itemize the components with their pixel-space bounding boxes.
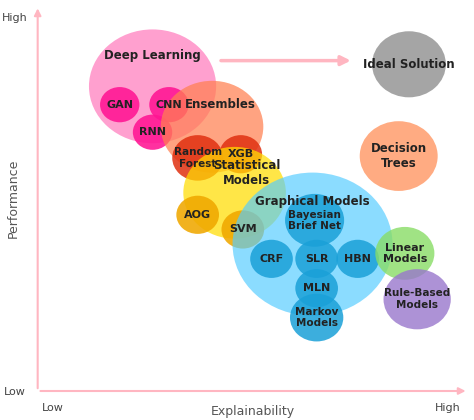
Circle shape bbox=[233, 173, 392, 316]
Text: Statistical
Models: Statistical Models bbox=[213, 159, 281, 186]
Text: CNN: CNN bbox=[155, 100, 182, 110]
Circle shape bbox=[337, 240, 379, 278]
Text: SVM: SVM bbox=[229, 224, 256, 234]
Circle shape bbox=[172, 135, 223, 181]
Text: RNN: RNN bbox=[139, 127, 166, 137]
Circle shape bbox=[295, 269, 338, 307]
Circle shape bbox=[375, 227, 434, 280]
Text: Rule-Based
Models: Rule-Based Models bbox=[384, 289, 450, 310]
Circle shape bbox=[149, 87, 189, 122]
Circle shape bbox=[250, 240, 293, 278]
Text: Performance: Performance bbox=[7, 159, 19, 238]
Circle shape bbox=[372, 31, 446, 97]
Text: Low: Low bbox=[42, 402, 64, 412]
Text: High: High bbox=[435, 402, 460, 412]
Circle shape bbox=[295, 240, 338, 278]
Text: Ensembles: Ensembles bbox=[185, 98, 255, 111]
Text: High: High bbox=[2, 13, 28, 23]
Text: Linear
Models: Linear Models bbox=[383, 242, 427, 264]
Circle shape bbox=[360, 121, 438, 191]
Text: CRF: CRF bbox=[259, 254, 283, 264]
Circle shape bbox=[161, 81, 264, 173]
Circle shape bbox=[221, 210, 264, 249]
Circle shape bbox=[290, 294, 343, 341]
Circle shape bbox=[183, 147, 286, 239]
Text: XGB: XGB bbox=[228, 149, 254, 159]
Text: Random
Forest: Random Forest bbox=[173, 147, 222, 169]
Text: AOG: AOG bbox=[184, 210, 211, 220]
Circle shape bbox=[285, 194, 344, 247]
Text: Graphical Models: Graphical Models bbox=[255, 195, 370, 208]
Text: SLR: SLR bbox=[305, 254, 328, 264]
Circle shape bbox=[100, 87, 139, 122]
Text: Ideal Solution: Ideal Solution bbox=[363, 58, 455, 71]
Text: Decision
Trees: Decision Trees bbox=[371, 142, 427, 170]
Circle shape bbox=[89, 29, 216, 143]
Circle shape bbox=[219, 135, 262, 173]
Circle shape bbox=[383, 269, 451, 329]
Text: GAN: GAN bbox=[106, 100, 133, 110]
Text: MLN: MLN bbox=[303, 283, 330, 293]
Text: Low: Low bbox=[4, 387, 26, 397]
Text: Bayesian
Brief Net: Bayesian Brief Net bbox=[288, 210, 341, 231]
Text: HBN: HBN bbox=[344, 254, 371, 264]
Text: Deep Learning: Deep Learning bbox=[104, 49, 201, 62]
Text: Markov
Models: Markov Models bbox=[295, 307, 338, 328]
Circle shape bbox=[176, 196, 219, 234]
Text: Explainability: Explainability bbox=[211, 405, 295, 418]
Circle shape bbox=[133, 115, 172, 150]
